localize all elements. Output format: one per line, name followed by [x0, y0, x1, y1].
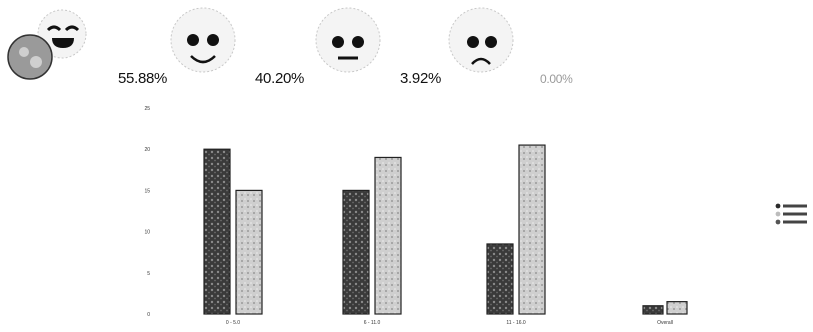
bar [203, 148, 231, 315]
bar [642, 305, 664, 315]
y-tick-label: 20 [144, 147, 150, 153]
bar [374, 156, 402, 315]
legend-marker [775, 211, 781, 217]
y-tick-label: 15 [144, 188, 150, 194]
neutral-face-icon [315, 7, 381, 73]
bar [518, 144, 546, 315]
sad-percent: 0.00% [540, 72, 573, 86]
y-tick-label: 0 [147, 312, 150, 318]
x-tick-label: 0 - 5.0 [226, 320, 240, 326]
bar [342, 189, 370, 315]
smiling-percent: 40.20% [255, 70, 305, 87]
legend-entry [783, 204, 807, 208]
y-tick-label: 10 [144, 230, 150, 236]
x-tick-label: 6 - 11.0 [364, 320, 381, 326]
x-tick-label: Overall [657, 320, 673, 326]
legend-marker [775, 219, 781, 225]
legend-entry [783, 212, 807, 216]
y-tick-label: 5 [147, 271, 150, 277]
legend-entry [783, 220, 807, 224]
legend-marker [775, 203, 781, 209]
smiling-face-icon [170, 7, 236, 73]
bar [486, 243, 514, 315]
bar [235, 189, 263, 315]
bar-chart: 0 5 10 15 20 25 0 - 5.0 6 - 11.0 11 - 16.0 Overal… [144, 106, 807, 326]
y-tick-label: 25 [144, 106, 150, 112]
x-tick-label: 11 - 16.0 [506, 320, 526, 326]
laughing-percent: 55.88% [118, 70, 168, 87]
sad-face-icon [448, 7, 514, 73]
laughing-face-icon [7, 9, 87, 80]
neutral-percent: 3.92% [400, 70, 442, 87]
bar [666, 301, 688, 315]
